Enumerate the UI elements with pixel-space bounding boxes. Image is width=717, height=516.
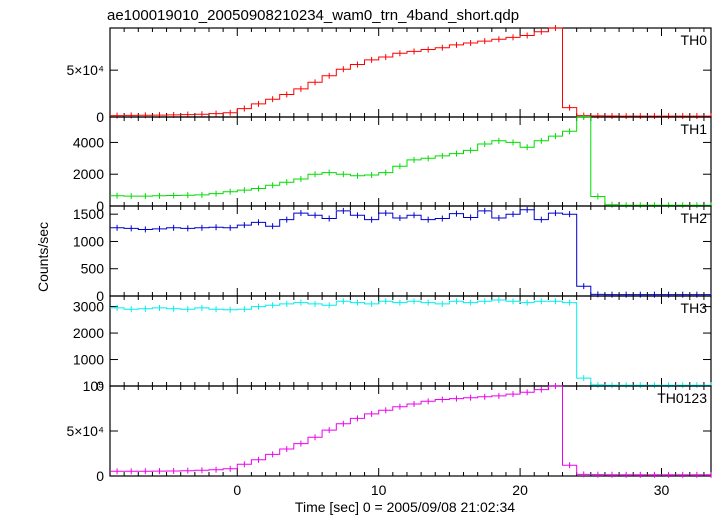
panel-frame	[109, 205, 712, 297]
y-tick-label: 4000	[73, 134, 104, 150]
panels: 0 5×10⁴ TH0 0 2000 4000 TH1 0 500 1000 1500 TH2 0 100…	[66, 25, 712, 484]
y-axis-label: Counts/sec	[35, 222, 51, 292]
panel-th3: 0 1000 2000 3000 TH3	[73, 295, 712, 394]
panel-label: TH1	[681, 121, 708, 137]
y-tick-label: 0	[96, 378, 104, 394]
series-line-th3	[110, 299, 711, 386]
panel-frame	[109, 116, 712, 207]
panel-frame	[109, 385, 712, 477]
panel-frame	[109, 295, 712, 387]
panel-th2: 0 500 1000 1500 TH2	[73, 205, 712, 304]
chart-title: ae100019010_20050908210234_wam0_trn_4ban…	[107, 7, 519, 24]
y-tick-label: 0	[96, 288, 104, 304]
y-tick-label: 5×10⁴	[66, 62, 104, 78]
x-tick-label: 20	[512, 482, 528, 498]
series-line-th2	[110, 209, 711, 296]
y-tick-label: 0	[96, 468, 104, 484]
y-tick-label: 2000	[73, 325, 104, 341]
panel-th0: 0 5×10⁴ TH0	[66, 25, 712, 125]
y-tick-label: 10⁵	[83, 378, 104, 394]
y-tick-label: 0	[96, 198, 104, 214]
panel-frame	[109, 27, 712, 118]
y-tick-label: 1000	[73, 352, 104, 368]
panel-label: TH3	[681, 300, 708, 316]
x-tick-label: 10	[371, 482, 387, 498]
x-tick-label: 0	[233, 482, 241, 498]
x-axis-label: Time [sec] 0 = 2005/09/08 21:02:34	[295, 499, 515, 515]
x-tick-label: 30	[654, 482, 670, 498]
panel-th0123: 0 5×10⁴ 10⁵ TH0123	[66, 378, 712, 484]
series-line-th1	[110, 116, 711, 206]
panel-th1: 0 2000 4000 TH1	[73, 114, 712, 214]
y-tick-label: 2000	[73, 166, 104, 182]
series-line-th0	[110, 27, 711, 117]
y-tick-label: 1500	[73, 206, 104, 222]
x-axis: 0 10 20 30	[233, 482, 669, 498]
panel-label: TH0123	[657, 390, 707, 406]
panel-label: TH2	[681, 210, 708, 226]
y-tick-label: 5×10⁴	[66, 423, 104, 439]
y-tick-label: 0	[96, 109, 104, 125]
y-tick-label: 1000	[73, 233, 104, 249]
series-line-th0123	[110, 385, 711, 476]
y-tick-label: 3000	[73, 299, 104, 315]
y-tick-label: 500	[81, 261, 105, 277]
panel-label: TH0	[681, 32, 708, 48]
